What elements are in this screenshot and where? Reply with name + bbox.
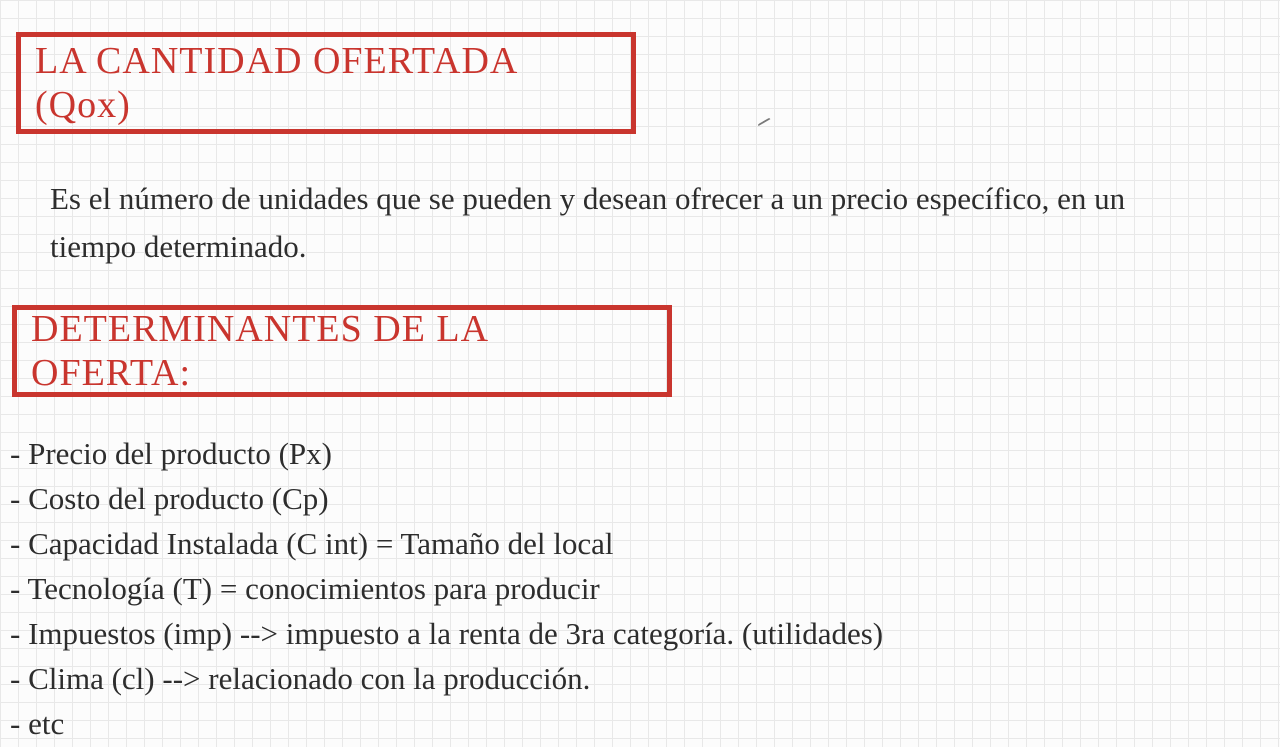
title-quantity-offered: LA CANTIDAD OFERTADA (Qox) (35, 39, 617, 127)
title-determinants: DETERMINANTES DE LA OFERTA: (31, 307, 653, 395)
title-box-determinants: DETERMINANTES DE LA OFERTA: (12, 305, 672, 397)
list-item: - Precio del producto (Px) (10, 432, 1260, 477)
list-item: - Impuestos (imp) --> impuesto a la rent… (10, 612, 1260, 657)
title-box-quantity-offered: LA CANTIDAD OFERTADA (Qox) (16, 32, 636, 134)
list-item: - etc (10, 702, 1260, 747)
list-item: - Clima (cl) --> relacionado con la prod… (10, 657, 1260, 702)
list-item: - Capacidad Instalada (C int) = Tamaño d… (10, 522, 1260, 567)
list-item: - Tecnología (T) = conocimientos para pr… (10, 567, 1260, 612)
pen-cursor-mark (757, 117, 776, 136)
determinants-list: - Precio del producto (Px) - Costo del p… (10, 432, 1260, 747)
list-item: - Costo del producto (Cp) (10, 477, 1260, 522)
definition-text: Es el número de unidades que se pueden y… (50, 175, 1210, 271)
